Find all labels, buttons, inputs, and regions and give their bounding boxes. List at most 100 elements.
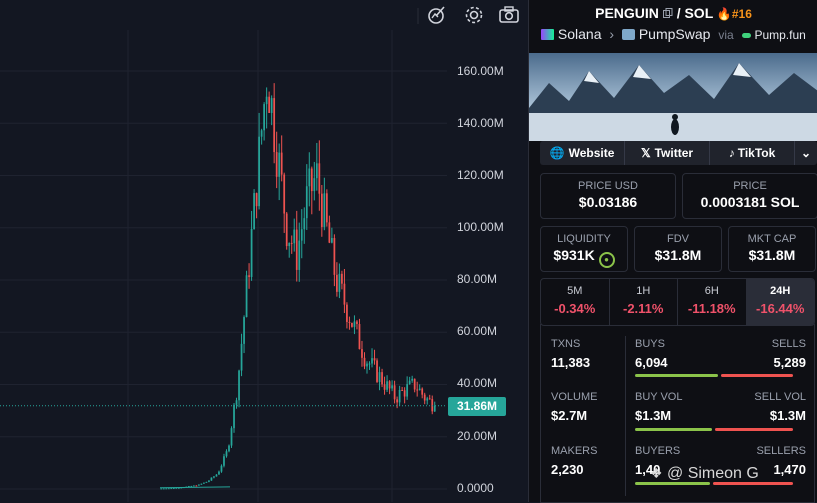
tab-24h[interactable]: 24H -16.44% xyxy=(746,279,814,325)
candle xyxy=(258,136,260,207)
candle xyxy=(278,152,281,177)
sellers-value: 1,470 xyxy=(773,462,806,477)
candle xyxy=(260,130,263,137)
candle xyxy=(351,322,353,327)
camera-icon[interactable] xyxy=(498,4,520,26)
candle xyxy=(308,168,311,187)
candle xyxy=(268,96,271,113)
candle xyxy=(381,372,383,385)
candle xyxy=(358,324,361,350)
tab-1h[interactable]: 1H -2.11% xyxy=(610,279,678,325)
price-usd-box: PRICE USD $0.03186 xyxy=(540,173,676,219)
candle xyxy=(366,363,368,367)
candle xyxy=(198,484,200,486)
candle xyxy=(378,372,381,382)
globe-icon: 🌐 xyxy=(549,146,565,160)
candle xyxy=(275,152,278,177)
candle xyxy=(253,193,255,230)
fdv-label: FDV xyxy=(667,233,689,245)
price-native-box: PRICE 0.0003181 SOL xyxy=(682,173,817,219)
dex-icon xyxy=(621,29,635,40)
candle xyxy=(255,193,258,207)
candle xyxy=(240,343,243,371)
sells-bar xyxy=(721,374,793,377)
y-tick-label: 140.00M xyxy=(457,116,504,130)
makers-label: MAKERS xyxy=(551,445,598,457)
liquidity-value: $931K xyxy=(553,247,595,263)
tab-5m[interactable]: 5M -0.34% xyxy=(541,279,610,325)
buys-label: BUYS xyxy=(635,338,665,350)
candle xyxy=(396,399,398,403)
txns-label: TXNS xyxy=(551,338,581,350)
sells-label: SELLS xyxy=(771,338,806,350)
candle xyxy=(411,378,414,381)
trending-rank[interactable]: #16 xyxy=(731,7,752,21)
chain-name[interactable]: Solana xyxy=(557,26,602,42)
more-links-button[interactable]: ⌄ xyxy=(795,141,817,165)
volume-value: $2.7M xyxy=(551,408,588,423)
candle xyxy=(416,389,419,391)
twitter-button[interactable]: 𝕏 Twitter xyxy=(625,141,710,165)
pair-info-panel: PENGUIN / SOL 🔥#16 Solana › PumpSwap via… xyxy=(528,0,817,503)
candle xyxy=(280,152,283,175)
candle xyxy=(356,321,358,325)
candle xyxy=(386,381,388,390)
candle xyxy=(303,218,306,230)
candle xyxy=(248,275,250,277)
stats-divider xyxy=(625,336,626,496)
y-tick-label: 160.00M xyxy=(457,64,504,78)
pair-title: PENGUIN / SOL 🔥#16 xyxy=(529,5,817,21)
candle xyxy=(330,238,333,243)
via-label: via xyxy=(718,28,734,42)
candle xyxy=(223,456,225,466)
solana-icon xyxy=(541,29,554,40)
volume-label: VOLUME xyxy=(551,391,598,403)
candle xyxy=(295,229,298,270)
change-5m: -0.34% xyxy=(554,301,596,316)
candle xyxy=(388,381,391,389)
liquidity-label: LIQUIDITY xyxy=(557,233,611,245)
tab-6h[interactable]: 6H -11.18% xyxy=(678,279,747,325)
copy-icon[interactable] xyxy=(662,8,673,18)
candlestick-chart[interactable] xyxy=(0,0,527,502)
website-button[interactable]: 🌐 Website xyxy=(540,141,625,165)
candle xyxy=(250,229,253,277)
candle xyxy=(235,400,238,405)
candle xyxy=(208,480,210,482)
candle xyxy=(290,242,293,244)
candle xyxy=(413,378,416,390)
candle xyxy=(428,398,431,400)
candle xyxy=(403,390,406,397)
candle xyxy=(233,404,235,429)
timeframe-tabs: 5M -0.34% 1H -2.11% 6H -11.18% 24H -16.44% xyxy=(540,278,815,326)
tiktok-button[interactable]: ♪ TikTok xyxy=(710,141,795,165)
candle xyxy=(245,275,248,318)
price-native-label: PRICE xyxy=(733,180,767,192)
price-usd-label: PRICE USD xyxy=(578,180,638,192)
candle xyxy=(408,380,411,385)
fdv-value: $31.8M xyxy=(654,247,702,263)
liquidity-box: LIQUIDITY $931K ● xyxy=(540,226,628,272)
trade-stats: TXNS 11,383 BUYS 6,094 SELLS 5,289 VOLUM… xyxy=(540,324,815,503)
candle xyxy=(273,98,276,153)
lock-icon[interactable]: ● xyxy=(598,252,615,268)
candle xyxy=(315,163,318,179)
price-chart[interactable]: 160.00M 140.00M 120.00M 100.00M 80.00M 6… xyxy=(0,0,527,502)
chain-info: Solana › PumpSwap via Pump.fun xyxy=(541,26,806,42)
launchpad-name[interactable]: Pump.fun xyxy=(754,28,806,42)
candle xyxy=(285,213,288,247)
candle xyxy=(391,385,393,389)
sellers-bar xyxy=(713,482,793,485)
dex-name[interactable]: PumpSwap xyxy=(638,26,711,42)
sell-volume-value: $1.3M xyxy=(769,408,806,423)
buys-bar xyxy=(635,374,718,377)
candle xyxy=(418,388,421,391)
y-tick-label: 20.00M xyxy=(457,429,498,443)
candle xyxy=(175,487,178,489)
gear-icon[interactable] xyxy=(463,4,485,26)
candle xyxy=(320,193,323,227)
candle xyxy=(203,482,205,484)
sell-volume-bar xyxy=(715,428,793,431)
candle xyxy=(310,168,313,192)
indicator-icon[interactable] xyxy=(426,4,448,26)
